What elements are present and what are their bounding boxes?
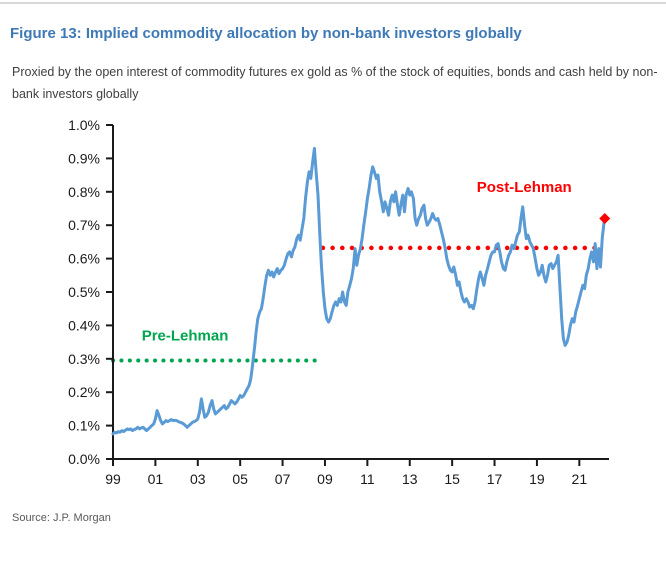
x-axis-tick-label: 19 <box>529 471 545 487</box>
x-axis-tick-label: 03 <box>190 471 206 487</box>
x-axis-tick-label: 01 <box>148 471 164 487</box>
source-note: Source: J.P. Morgan <box>12 512 111 524</box>
figure-subtitle: Proxied by the open interest of commodit… <box>12 65 658 101</box>
y-axis-tick-label: 0.3% <box>68 351 100 367</box>
post-lehman-average-label: Post-Lehman <box>477 179 572 196</box>
implied-commodity-allocation-pct-series-line <box>111 146 606 436</box>
x-axis-tick-label: 21 <box>572 471 588 487</box>
pre-lehman-average-label: Pre-Lehman <box>142 327 229 344</box>
y-axis-tick-label: 0.0% <box>68 451 100 467</box>
latest-value-diamond-marker <box>599 213 611 225</box>
x-axis-tick-label: 15 <box>444 471 460 487</box>
y-axis-tick-label: 0.9% <box>68 150 100 166</box>
top-divider <box>0 2 666 4</box>
x-axis-tick-label: 11 <box>360 471 375 487</box>
x-axis-tick-label: 13 <box>402 471 418 487</box>
y-axis-tick-label: 0.1% <box>68 418 100 434</box>
x-axis-tick-label: 05 <box>232 471 248 487</box>
x-axis-tick-label: 17 <box>487 471 503 487</box>
y-axis-tick-label: 0.2% <box>68 384 100 400</box>
x-axis-tick-label: 09 <box>317 471 333 487</box>
axes <box>112 125 609 460</box>
y-axis-tick-label: 0.4% <box>68 317 100 333</box>
x-axis-tick-label: 07 <box>275 471 291 487</box>
x-axis-tick-label: 99 <box>105 471 121 487</box>
y-axis-tick-label: 1.0% <box>68 117 100 133</box>
y-axis-tick-label: 0.5% <box>68 284 100 300</box>
figure-title: Figure 13: Implied commodity allocation … <box>10 25 522 42</box>
y-axis-tick-label: 0.8% <box>68 184 100 200</box>
y-axis-tick-label: 0.7% <box>68 217 100 233</box>
y-axis-tick-label: 0.6% <box>68 251 100 267</box>
